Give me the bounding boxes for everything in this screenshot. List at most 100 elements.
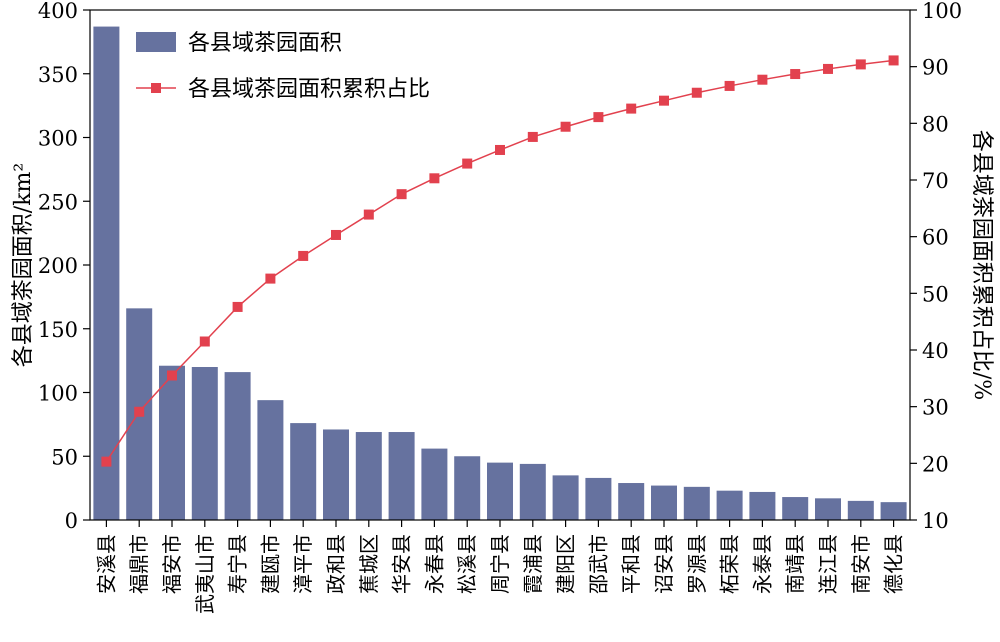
bar — [421, 448, 448, 520]
y-tick-label: 50 — [51, 445, 78, 469]
y2-tick-label: 40 — [922, 339, 949, 363]
line-point — [462, 158, 473, 169]
line-point — [101, 456, 112, 467]
bar — [224, 372, 251, 520]
legend-line-marker — [151, 83, 161, 93]
bar — [815, 498, 841, 520]
line-point — [429, 173, 440, 184]
line-point — [134, 406, 145, 417]
y-tick-label: 400 — [38, 0, 78, 23]
line-point — [888, 55, 899, 66]
line-point — [855, 59, 866, 70]
line-point — [495, 144, 505, 155]
line-point — [331, 229, 341, 240]
x-tick-label: 武夷山市 — [193, 534, 217, 614]
bar — [323, 429, 349, 520]
bar — [880, 502, 907, 520]
bar — [618, 483, 645, 520]
bar — [847, 500, 874, 520]
line-point — [298, 250, 309, 261]
bar — [191, 367, 218, 520]
y2-axis-label: 各县域茶园面积累积占比/% — [969, 130, 994, 400]
bar — [651, 485, 677, 520]
x-tick-label: 建瓯市 — [258, 534, 282, 594]
line-point — [363, 209, 374, 220]
y-tick-label: 0 — [65, 509, 78, 533]
bar — [159, 365, 185, 520]
line-point — [232, 301, 243, 312]
y2-tick-label: 10 — [922, 509, 949, 533]
x-tick-label: 霞浦县 — [521, 534, 545, 594]
y-tick-label: 150 — [38, 318, 78, 342]
y-axis-label: 各县域茶园面积/km² — [11, 163, 36, 367]
line-point — [593, 112, 604, 123]
x-tick-label: 柘荣县 — [718, 534, 742, 594]
x-tick-label: 松溪县 — [455, 534, 479, 594]
x-tick-label: 南靖县 — [783, 534, 807, 594]
x-tick-label: 寿宁县 — [226, 534, 250, 594]
bar — [290, 423, 317, 520]
y-tick-label: 100 — [38, 382, 78, 406]
x-tick-label: 蕉城区 — [357, 534, 381, 594]
y2-tick-label: 70 — [922, 169, 949, 193]
line-point — [757, 74, 768, 85]
x-tick-label: 平和县 — [619, 534, 643, 594]
bar — [257, 400, 284, 520]
line-series — [101, 55, 899, 467]
x-tick-label: 邵武市 — [586, 534, 610, 594]
bar — [454, 456, 481, 520]
line-point — [691, 87, 702, 98]
y2-tick-label: 30 — [922, 396, 949, 420]
x-axis-ticks: 安溪县 福鼎市 福安市 武夷山市 寿宁县 建瓯市 漳平市 政和县 蕉城区 华安县 永春县 松溪县 周宁县… — [94, 520, 906, 614]
bar — [487, 462, 513, 520]
x-tick-label: 漳平市 — [291, 534, 315, 594]
x-tick-label: 诏安县 — [652, 534, 676, 594]
legend-line-label: 各县域茶园面积累积占比 — [188, 77, 430, 102]
line-point — [659, 95, 669, 106]
bar — [782, 497, 809, 520]
bar — [355, 432, 382, 520]
y2-tick-label: 20 — [922, 452, 949, 476]
bar — [585, 477, 612, 520]
bar — [683, 486, 710, 520]
x-tick-label: 政和县 — [324, 534, 348, 594]
line-point — [724, 80, 735, 91]
y-tick-label: 250 — [38, 190, 78, 214]
y-tick-label: 300 — [38, 127, 78, 151]
x-tick-label: 永春县 — [422, 534, 446, 594]
bar — [552, 475, 579, 520]
left-axis-ticks: 0 50 100 150 200 250 300 350 400 — [38, 0, 90, 533]
x-tick-label: 连江县 — [816, 534, 840, 594]
bar — [519, 463, 546, 520]
line-point — [823, 63, 833, 74]
x-tick-label: 福鼎市 — [127, 534, 151, 594]
bar — [749, 491, 776, 520]
bar — [93, 26, 120, 520]
bar — [716, 490, 743, 520]
line-point — [396, 189, 407, 200]
line-point — [265, 273, 276, 284]
cumulative-line — [105, 59, 894, 463]
legend-bar-label: 各县域茶园面积 — [188, 31, 342, 56]
x-tick-label: 周宁县 — [488, 534, 512, 594]
line-point — [560, 121, 571, 132]
bar-series — [93, 26, 907, 520]
y-tick-label: 200 — [38, 254, 78, 278]
x-tick-label: 德化县 — [882, 534, 906, 594]
line-point — [167, 370, 177, 381]
x-tick-label: 华安县 — [390, 534, 414, 594]
y2-tick-label: 80 — [922, 112, 949, 136]
line-point — [527, 131, 538, 142]
line-point — [790, 69, 801, 80]
line-point — [626, 103, 637, 114]
y2-tick-label: 50 — [922, 282, 949, 306]
line-point — [199, 336, 210, 347]
legend-bar-swatch — [136, 32, 176, 52]
x-tick-label: 建阳区 — [554, 534, 578, 594]
right-axis-ticks: 10 20 30 40 50 60 70 80 90 100 — [910, 0, 962, 533]
y2-tick-label: 90 — [922, 56, 949, 80]
y2-tick-label: 100 — [922, 0, 962, 23]
legend: 各县域茶园面积 各县域茶园面积累积占比 — [136, 31, 430, 102]
x-tick-label: 南安市 — [849, 534, 873, 594]
bar — [388, 432, 415, 520]
